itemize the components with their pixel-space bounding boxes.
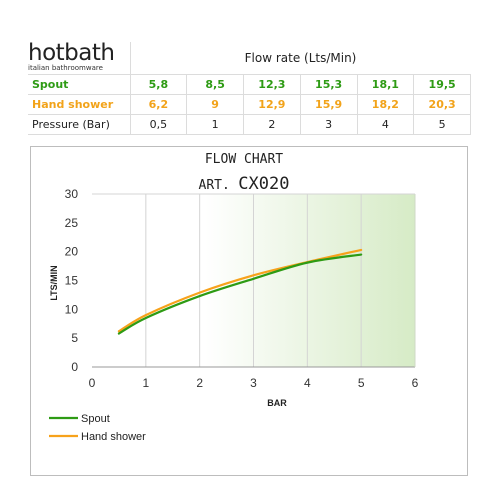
brand-name: hotbath bbox=[28, 40, 115, 66]
chart-title: FLOW CHART bbox=[205, 152, 283, 167]
y-tick-label: 25 bbox=[65, 216, 79, 230]
table-cell: 12,3 bbox=[243, 74, 301, 95]
table-cell: 15,9 bbox=[299, 94, 358, 115]
x-tick-label: 6 bbox=[412, 376, 419, 390]
subtitle-prefix: ART. bbox=[199, 178, 230, 193]
legend-label: Spout bbox=[81, 413, 110, 425]
x-tick-label: 4 bbox=[304, 376, 311, 390]
flow-rate-header: Flow rate (Lts/Min) bbox=[129, 42, 471, 75]
table-cell: 19,5 bbox=[413, 74, 471, 95]
flow-chart-panel: 0 1 2 3 4 5 6 0 5 10 15 20 25 30 FLOW CHART ART. CX02… bbox=[30, 146, 468, 476]
table-row-hand-shower: Hand shower 6,2 9 12,9 15,9 18,2 20,3 bbox=[28, 94, 471, 115]
table-cell: 3 bbox=[299, 114, 358, 135]
y-tick-label: 15 bbox=[65, 274, 79, 288]
y-tick-label: 10 bbox=[65, 302, 79, 316]
table-cell: 4 bbox=[356, 114, 415, 135]
x-tick-label: 0 bbox=[89, 376, 96, 390]
row-label-spout: Spout bbox=[28, 74, 131, 95]
table-cell: 6,2 bbox=[129, 94, 188, 115]
series-lines bbox=[117, 248, 363, 335]
x-axis-label: BAR bbox=[267, 398, 287, 408]
table-cell: 8,5 bbox=[186, 74, 244, 95]
axes: 0 1 2 3 4 5 6 0 5 10 15 20 25 30 bbox=[65, 187, 419, 390]
y-tick-label: 30 bbox=[65, 187, 79, 201]
table-row-pressure: Pressure (Bar) 0,5 1 2 3 4 5 bbox=[28, 114, 471, 135]
chart-subtitle: ART. CX020 bbox=[199, 174, 290, 194]
flow-chart: 0 1 2 3 4 5 6 0 5 10 15 20 25 30 FLOW CHART ART. CX02… bbox=[49, 152, 419, 443]
brand-logo: hotbath italian bathroomware bbox=[28, 42, 130, 75]
subtitle-code: CX020 bbox=[238, 174, 289, 194]
row-label-hand-shower: Hand shower bbox=[28, 94, 131, 115]
x-tick-label: 5 bbox=[358, 376, 365, 390]
table-cell: 0,5 bbox=[129, 114, 188, 135]
table-cell: 9 bbox=[186, 94, 244, 115]
x-tick-label: 1 bbox=[142, 376, 149, 390]
table-cell: 5,8 bbox=[129, 74, 188, 95]
y-tick-label: 20 bbox=[65, 245, 79, 259]
table-cell: 1 bbox=[186, 114, 244, 135]
y-tick-label: 5 bbox=[71, 331, 78, 345]
legend-label: Hand shower bbox=[81, 431, 146, 443]
table-cell: 2 bbox=[243, 114, 301, 135]
x-tick-label: 3 bbox=[250, 376, 257, 390]
table-header-row: hotbath italian bathroomware Flow rate (… bbox=[28, 42, 471, 75]
x-tick-label: 2 bbox=[196, 376, 203, 390]
legend: Spout Hand shower bbox=[49, 413, 146, 443]
table-cell: 15,3 bbox=[299, 74, 358, 95]
table-cell: 18,1 bbox=[356, 74, 415, 95]
table-cell: 5 bbox=[413, 114, 471, 135]
flow-rate-table: hotbath italian bathroomware Flow rate (… bbox=[28, 42, 471, 135]
table-cell: 12,9 bbox=[243, 94, 301, 115]
table-cell: 18,2 bbox=[356, 94, 415, 115]
y-tick-label: 0 bbox=[71, 360, 78, 374]
y-axis-label: LTS/MIN bbox=[49, 265, 59, 300]
spout-line bbox=[117, 253, 363, 335]
table-cell: 20,3 bbox=[413, 94, 471, 115]
table-row-spout: Spout 5,8 8,5 12,3 15,3 18,1 19,5 bbox=[28, 74, 471, 95]
row-label-pressure: Pressure (Bar) bbox=[28, 114, 131, 135]
brand-tagline: italian bathroomware bbox=[28, 64, 103, 72]
